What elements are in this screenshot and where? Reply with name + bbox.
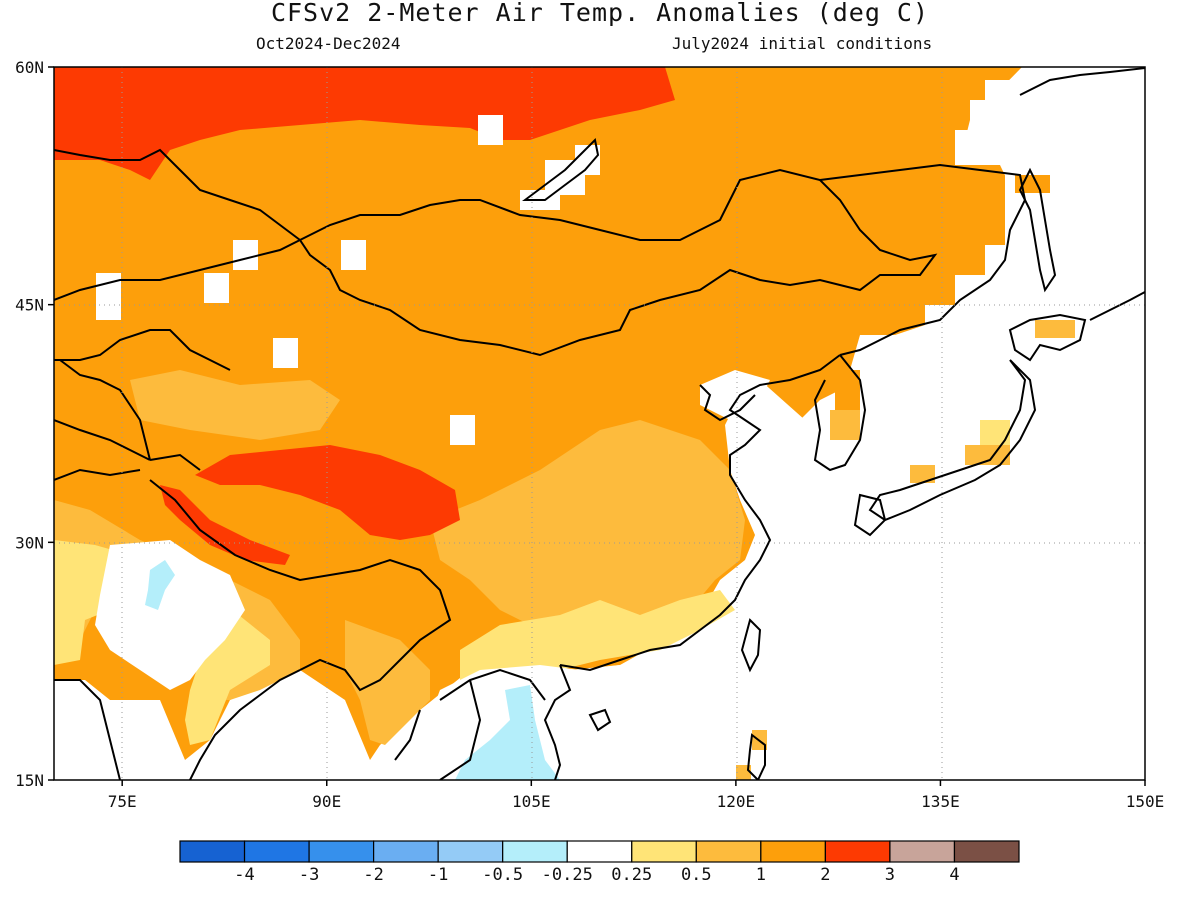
map-title: CFSv2 2-Meter Air Temp. Anomalies (deg C… (270, 0, 930, 27)
map-graticule (54, 67, 1145, 780)
legend-swatch (760, 840, 826, 863)
lat-tick-label: 60N (15, 58, 44, 77)
china-coast (559, 354, 841, 672)
lat-tick-label: 30N (15, 533, 44, 552)
legend-label: 0.5 (681, 865, 712, 885)
lat-tick-label: 45N (15, 296, 44, 315)
map-frame (53, 66, 1146, 781)
kamchatka-coast (1019, 67, 1145, 96)
lon-tick-label: 75E (108, 792, 137, 811)
legend-label: 0.25 (611, 865, 652, 885)
masked-cell-alakol (233, 240, 258, 270)
hokkaido-outline (1008, 313, 1087, 362)
coastlines-and-borders (54, 148, 1027, 780)
anomaly-region-cool-indochina (455, 685, 560, 780)
tibet-border (59, 359, 201, 471)
lon-tick-label: 105E (512, 792, 551, 811)
legend-label: 1 (756, 865, 766, 885)
lon-tick-label: 150E (1126, 792, 1165, 811)
lon-tick-label: 135E (921, 792, 960, 811)
honshu-outline (868, 359, 1037, 522)
masked-cell-issyk (273, 338, 298, 368)
anomaly-cell-hokkaido (1035, 320, 1075, 338)
longitude-axis: 75E 90E 105E 120E 135E 150E (108, 780, 1165, 811)
masked-cell-zaysan (204, 273, 229, 303)
legend-label: -4 (234, 865, 254, 885)
masked-cell-qinghai (450, 415, 475, 445)
korea-coast (813, 354, 867, 472)
initial-conditions: July2024 initial conditions (672, 34, 933, 53)
mongolia-border (298, 168, 938, 357)
southeast-asia-borders (394, 668, 546, 780)
luzon-outline (746, 733, 766, 780)
anomaly-cell-korea-2 (830, 410, 860, 440)
lat-tick-label: 15N (15, 771, 44, 790)
legend-swatch (889, 840, 956, 863)
legend-label: 3 (885, 865, 895, 885)
legend-label: -3 (299, 865, 319, 885)
india-coast (54, 669, 301, 780)
anomaly-cell-japan-2 (980, 420, 1010, 445)
anomaly-region-2to3-north (54, 67, 675, 180)
hainan-outline (588, 708, 612, 732)
vietnam-coast (543, 664, 572, 780)
manchuria-border (819, 163, 1027, 356)
legend-label: -0.25 (542, 865, 593, 885)
legend-swatch (179, 840, 246, 863)
russia-north-border (54, 148, 301, 241)
taiwan-outline (740, 618, 762, 673)
sakhalin-outline (1018, 167, 1057, 293)
lake-baikal (522, 137, 600, 201)
color-legend: -4 -3 -2 -1 -0.5 -0.25 0.25 0.5 1 2 3 4 (179, 840, 1020, 885)
legend-swatch (502, 840, 568, 863)
legend-swatch (308, 840, 375, 863)
anomaly-region-1to2 (54, 67, 1022, 760)
east-ocean-mask (736, 67, 1145, 780)
legend-swatch (243, 840, 310, 863)
anomaly-cell-kyushu (910, 465, 935, 483)
legend-label: -2 (363, 865, 383, 885)
legend-label: 2 (820, 865, 830, 885)
legend-swatch (566, 840, 633, 863)
lon-tick-label: 90E (312, 792, 341, 811)
legend-swatch (373, 840, 439, 863)
masked-cell-uvs (341, 240, 366, 270)
near-normal-region-india (95, 540, 245, 690)
kyushu-outline (853, 493, 887, 537)
legend-swatch (824, 840, 891, 863)
forecast-period: Oct2024-Dec2024 (256, 34, 401, 53)
anomaly-region-cool-india (145, 560, 175, 610)
legend-label: 4 (949, 865, 959, 885)
anomaly-region-0p5to1-south (130, 370, 340, 440)
anomaly-region-2to3-himalaya (160, 485, 290, 565)
legend-label: -0.5 (482, 865, 523, 885)
masked-cell-khovsgol (478, 115, 503, 145)
anomaly-cell-sakhalin (1015, 175, 1050, 193)
legend-swatch (695, 840, 762, 863)
himalaya-border (149, 479, 452, 692)
legend-swatch (437, 840, 504, 863)
near-normal-region-coast (700, 370, 770, 420)
latitude-axis: 60N 45N 30N 15N (15, 58, 54, 790)
masked-cell-baikal (520, 145, 600, 210)
legend-label: -1 (428, 865, 448, 885)
bohai-coast (699, 384, 756, 422)
anomaly-region-0p5to1-east (430, 420, 745, 640)
central-asia-borders (54, 239, 301, 481)
legend-swatch (953, 840, 1020, 863)
legend-swatch (631, 840, 697, 863)
lon-tick-label: 120E (717, 792, 756, 811)
anomaly-region-0p25to0p5-south-china (460, 590, 735, 680)
